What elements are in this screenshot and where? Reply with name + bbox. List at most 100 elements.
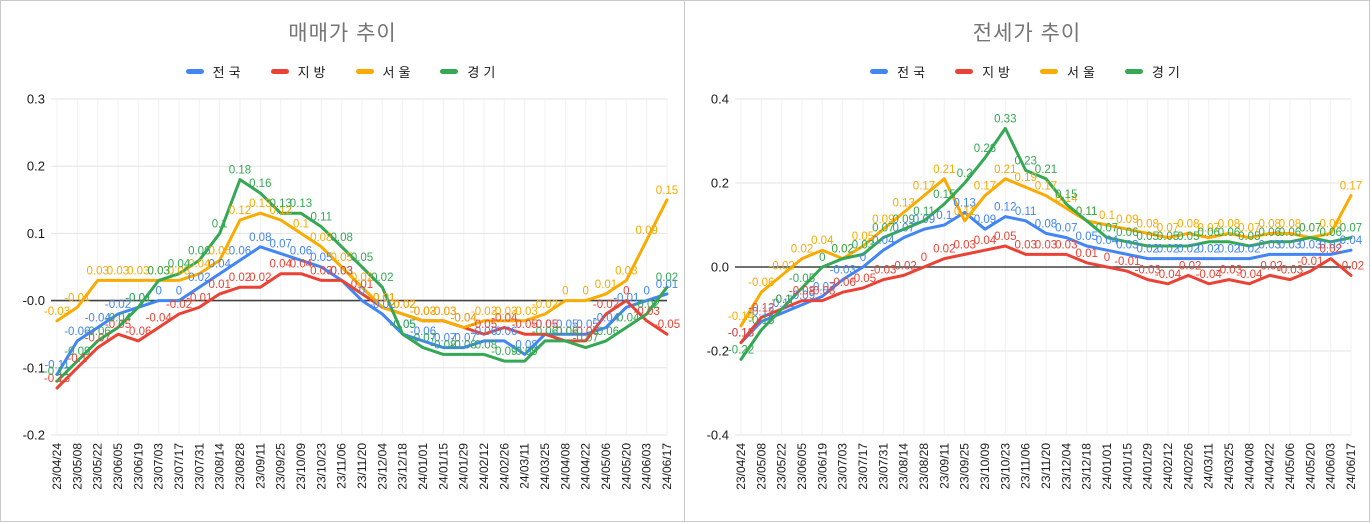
x-tick-label: 24/01/01 xyxy=(416,443,430,490)
point-label: 0.04 xyxy=(1340,235,1363,247)
point-label: 0.02 xyxy=(1137,244,1159,256)
point-label: 0.1 xyxy=(1099,210,1115,222)
point-label: -0.04 xyxy=(1236,269,1263,281)
point-label: -0.04 xyxy=(145,313,172,325)
point-label: -0.13 xyxy=(43,373,69,385)
point-labels-전국: -0.18-0.13-0.11-0.09-0.07-0.0300.040.070… xyxy=(728,197,1363,339)
point-label: 0.19 xyxy=(1015,172,1037,184)
point-labels-경기: -0.22-0.15-0.1-0.0500.020.030.070.090.11… xyxy=(728,113,1362,356)
x-tick-label: 23/08/28 xyxy=(233,443,247,490)
point-label: 0.07 xyxy=(1238,223,1260,235)
point-label: 0.04 xyxy=(188,259,211,271)
series-line-경기 xyxy=(739,126,1353,361)
point-label: 0.07 xyxy=(872,223,894,235)
legend-item-seoul: 서울 xyxy=(1040,62,1099,81)
point-label: -0.03 xyxy=(430,306,456,318)
point-label: -0.13 xyxy=(748,307,774,319)
y-tick-label: -0.4 xyxy=(707,428,729,443)
point-label: 0 xyxy=(155,286,161,298)
point-label: 0.02 xyxy=(1218,244,1240,256)
point-label: 0.09 xyxy=(893,214,915,226)
point-label: 0.08 xyxy=(1218,218,1240,230)
legend-label-regional: 지방 xyxy=(982,64,1014,80)
point-label: -0.01 xyxy=(186,292,212,304)
point-label: 0.17 xyxy=(974,181,996,193)
legend-item-regional: 지방 xyxy=(955,62,1014,81)
point-label: -0.12 xyxy=(43,366,69,378)
point-label: 0.08 xyxy=(1177,218,1199,230)
point-label: 0 xyxy=(921,252,927,264)
point-label: 0.1 xyxy=(211,218,227,230)
point-label: 0.15 xyxy=(655,185,677,197)
point-label: 0.08 xyxy=(330,232,352,244)
point-label: 0.06 xyxy=(1259,227,1281,239)
point-label: 0.12 xyxy=(228,205,250,217)
point-label: 0.02 xyxy=(933,244,955,256)
point-label: 0.02 xyxy=(228,272,250,284)
legend-label-seoul: 서울 xyxy=(382,64,415,80)
point-label: 0.03 xyxy=(1320,239,1342,251)
point-labels-서울: -0.14-0.06-0.020.020.040.020.050.090.130… xyxy=(728,164,1362,323)
point-labels-전국: -0.11-0.06-0.04-0.02-0.010 00.020.040.060… xyxy=(44,232,678,372)
point-label: -0.08 xyxy=(470,339,496,351)
point-label: -0.02 xyxy=(104,299,130,311)
point-label: 0.13 xyxy=(269,198,291,210)
x-axis-labels: 23/04/24 23/05/08 23/05/22 23/06/05 23/06/19… xyxy=(50,443,674,490)
point-label: -0.07 xyxy=(430,333,456,345)
point-label: -0.03 xyxy=(830,265,856,277)
legend-swatch-gyeonggi xyxy=(1124,68,1143,74)
point-label: -0.03 xyxy=(470,306,496,318)
legend-label-nationwide: 전국 xyxy=(897,64,930,80)
x-tick-label: 24/04/22 xyxy=(1263,443,1277,490)
point-label: 0.13 xyxy=(249,198,271,210)
y-tick-label: 0.4 xyxy=(711,92,729,107)
point-label: -0.02 xyxy=(633,299,659,311)
sales-price-chart-panel: 매매가 추이 전국 지방 서울 경기 0.3 0.2 0.1 -0.0 -0.1 -0.2… xyxy=(1,1,685,521)
point-label: -0.02 xyxy=(1175,260,1201,272)
point-label: -0.07 xyxy=(409,333,435,345)
x-tick-label: 23/07/03 xyxy=(836,443,850,490)
legend-item-gyeonggi: 경기 xyxy=(1124,62,1184,81)
point-label: 0.02 xyxy=(350,272,372,284)
y-tick-label: 0.2 xyxy=(26,159,44,174)
x-tick-label: 24/01/29 xyxy=(1141,443,1155,490)
point-label: -0.02 xyxy=(592,299,618,311)
point-label: -0.03 xyxy=(870,265,896,277)
point-label: 0.05 xyxy=(852,231,874,243)
x-tick-label: 23/04/24 xyxy=(734,443,748,490)
point-label: 0.07 xyxy=(1299,223,1321,235)
x-tick-label: 23/06/19 xyxy=(815,443,829,490)
point-label: -0.03 xyxy=(491,306,517,318)
point-label: 0.05 xyxy=(1177,231,1199,243)
sales-chart-title: 매매가 추이 xyxy=(288,22,397,45)
point-label: 0 xyxy=(1104,252,1110,264)
point-label: 0.06 xyxy=(289,245,311,257)
point-labels-경기: -0.12-0.09-0.06-0.04-0.010.030.040.060.1… xyxy=(43,165,677,379)
point-label: -0.03 xyxy=(430,306,456,318)
point-label: 0.33 xyxy=(994,113,1016,125)
point-label: 0.04 xyxy=(208,259,231,271)
point-label: 0.03 xyxy=(954,239,976,251)
point-label: -0.02 xyxy=(769,260,795,272)
x-tick-label: 24/06/03 xyxy=(639,443,653,490)
x-tick-label: 24/02/12 xyxy=(477,443,491,490)
point-label: -0.04 xyxy=(1155,269,1182,281)
series-line-지방 xyxy=(739,244,1353,345)
x-tick-label: 23/05/08 xyxy=(754,443,768,490)
point-label: -0.1 xyxy=(67,353,87,365)
x-tick-label: 23/11/20 xyxy=(355,443,369,489)
point-label: -0.05 xyxy=(572,319,598,331)
point-label: 0.13 xyxy=(954,197,976,209)
point-label: -0.08 xyxy=(450,339,476,351)
point-label: 0 xyxy=(643,286,649,298)
x-tick-label: 23/09/25 xyxy=(958,443,972,490)
point-label: 0.03 xyxy=(1015,239,1037,251)
point-label: -0.04 xyxy=(104,313,131,325)
legend-item-regional: 지방 xyxy=(270,62,330,81)
point-label: 0.03 xyxy=(1035,239,1057,251)
point-label: -0.01 xyxy=(1114,256,1140,268)
x-tick-label: 23/07/31 xyxy=(192,443,206,490)
point-label: 0.01 xyxy=(208,279,230,291)
point-label: 0.01 xyxy=(1076,248,1098,260)
point-labels-지방: -0.13-0.1-0.07-0.05-0.06-0.04-0.02-0.010… xyxy=(43,259,679,385)
